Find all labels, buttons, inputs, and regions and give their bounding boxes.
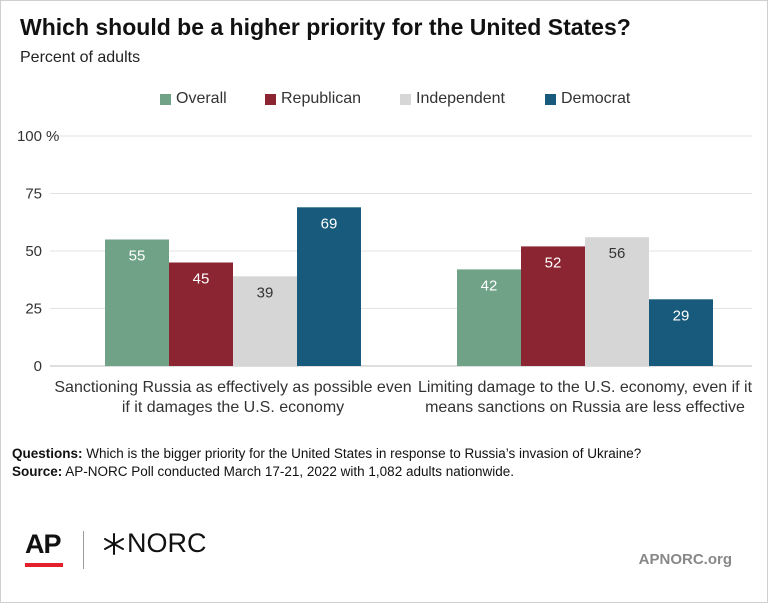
norc-star-icon [104, 532, 124, 555]
norc-logo-text: NORC [127, 528, 207, 558]
bar-overall [457, 269, 521, 366]
legend-label: Democrat [561, 90, 631, 107]
bar-value-label: 55 [129, 248, 146, 265]
y-tick-label: 75 [25, 186, 42, 203]
bar-independent [585, 237, 649, 366]
bar-republican [521, 246, 585, 366]
legend-item-democrat: Democrat [545, 90, 630, 108]
y-tick-label: 0 [34, 358, 42, 375]
category-label: Sanctioning Russia as effectively as pos… [54, 379, 411, 396]
bar-democrat [297, 207, 361, 366]
legend-swatch [265, 93, 276, 105]
category-label: if it damages the U.S. economy [122, 399, 344, 416]
website-label: APNORC.org [638, 551, 732, 568]
logo-divider [83, 531, 84, 569]
bar-value-label: 42 [481, 277, 498, 294]
bar-overall [105, 239, 169, 366]
questions-label: Questions: [12, 446, 83, 461]
bar-republican [169, 262, 233, 366]
legend-swatch [160, 93, 171, 105]
y-unit-label: % [46, 128, 59, 145]
bar-value-label: 69 [321, 215, 338, 232]
ap-logo-underline [25, 563, 63, 567]
bar-value-label: 45 [193, 271, 210, 288]
chart-title: Which should be a higher priority for th… [20, 14, 631, 40]
legend-swatch [400, 93, 411, 105]
legend-item-independent: Independent [400, 90, 505, 108]
legend-label: Independent [416, 90, 505, 107]
y-tick-label: 25 [25, 301, 42, 318]
ap-logo: AP [25, 529, 62, 559]
legend-item-overall: Overall [160, 90, 227, 108]
source-label: Source: [12, 464, 63, 479]
chart-subtitle: Percent of adults [20, 49, 141, 66]
bar-independent [233, 276, 297, 366]
source-note: Source: AP-NORC Poll conducted March 17-… [12, 464, 514, 479]
bar-value-label: 29 [673, 307, 690, 324]
bar-chart: 0 25 50 75 100 % 55 45 39 69 Sanctioning Russia as… [17, 128, 753, 416]
questions-note: Questions: Which is the bigger priority … [12, 446, 641, 461]
legend-label: Overall [176, 90, 227, 107]
source-text: AP-NORC Poll conducted March 17-21, 2022… [62, 464, 515, 479]
bar-value-label: 56 [609, 245, 626, 262]
bar-value-label: 39 [257, 284, 274, 301]
bar-democrat [649, 299, 713, 366]
category-label: means sanctions on Russia are less effec… [425, 399, 745, 416]
legend: Overall Republican Independent Democrat [0, 90, 768, 110]
y-tick-label: 50 [25, 243, 42, 260]
y-tick-label: 100 [17, 128, 42, 145]
legend-label: Republican [281, 90, 362, 107]
norc-logo: NORC [103, 528, 207, 559]
bar-value-label: 52 [545, 254, 562, 271]
questions-text: Which is the bigger priority for the Uni… [82, 446, 642, 461]
legend-item-republican: Republican [265, 90, 361, 108]
legend-swatch [545, 93, 556, 105]
category-label: Limiting damage to the U.S. economy, eve… [418, 379, 753, 396]
